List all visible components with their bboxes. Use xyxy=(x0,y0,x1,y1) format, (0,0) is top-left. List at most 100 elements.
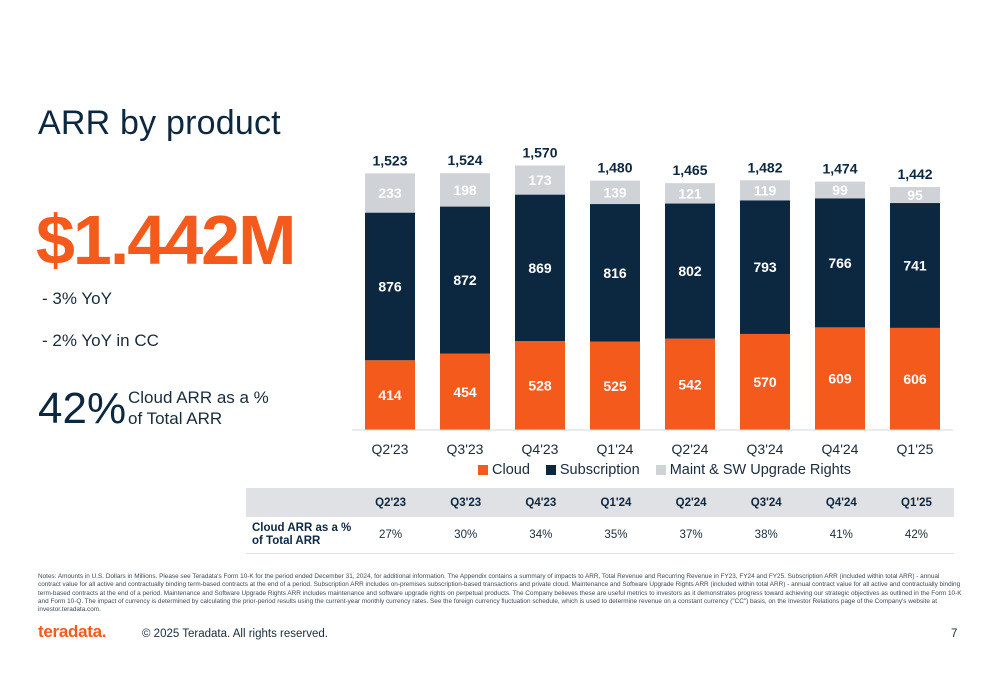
legend-swatch-subscription xyxy=(545,465,556,475)
yoy-bullet: - 3% YoY xyxy=(42,289,112,308)
legend-item-cloud: Cloud xyxy=(478,462,530,478)
bar-segment-maint xyxy=(665,183,715,204)
x-tick-label: Q2'23 xyxy=(372,441,409,457)
legend-swatch-cloud xyxy=(478,465,488,475)
bar-segment-cloud xyxy=(890,327,940,430)
data-label-subscription: 766 xyxy=(828,255,852,271)
copyright-text: © 2025 Teradata. All rights reserved. xyxy=(142,628,328,640)
bar-segment-maint xyxy=(890,187,940,204)
table-header-cell: Q1'24 xyxy=(578,488,654,517)
table-cell: 38% xyxy=(728,517,804,554)
yoy-cc-bullet: - 2% YoY in CC xyxy=(42,331,159,350)
page-number: 7 xyxy=(951,628,958,640)
page-title: ARR by product xyxy=(38,104,281,142)
bar-segment-cloud xyxy=(440,353,490,430)
data-label-cloud: 609 xyxy=(828,371,852,387)
cloud-pct-label-line2: of Total ARR xyxy=(128,409,223,428)
data-label-maint: 119 xyxy=(754,182,777,198)
chart-legend: Cloud Subscription Maint & SW Upgrade Ri… xyxy=(478,462,851,478)
table-cell: 41% xyxy=(803,517,879,554)
bar-segment-subscription xyxy=(740,200,790,334)
bar-segment-subscription xyxy=(365,212,415,361)
table-header-cell: Q4'23 xyxy=(503,488,579,517)
data-label-subscription: 793 xyxy=(753,259,777,275)
legend-label-cloud: Cloud xyxy=(492,462,530,478)
bar-segment-subscription xyxy=(665,203,715,339)
total-label: 1,465 xyxy=(672,162,707,178)
data-label-subscription: 802 xyxy=(678,263,702,279)
data-label-cloud: 525 xyxy=(603,378,627,394)
data-label-subscription: 872 xyxy=(453,272,477,288)
bar-segment-cloud xyxy=(365,360,415,430)
table-cell: 34% xyxy=(503,517,579,554)
table-cell: 27% xyxy=(353,517,429,554)
data-label-maint: 198 xyxy=(453,182,477,198)
total-label: 1,474 xyxy=(822,161,857,177)
bar-segment-subscription xyxy=(440,206,490,354)
data-label-maint: 233 xyxy=(378,185,402,201)
x-tick-label: Q4'23 xyxy=(522,441,559,457)
total-label: 1,482 xyxy=(747,159,782,175)
bar-segment-cloud xyxy=(740,333,790,430)
data-label-cloud: 414 xyxy=(378,387,402,403)
data-label-subscription: 876 xyxy=(378,278,402,294)
data-label-maint: 121 xyxy=(678,185,702,201)
table-header-cell: Q3'23 xyxy=(428,488,504,517)
table-header-blank xyxy=(246,488,353,517)
cloud-pct-label: Cloud ARR as a % of Total ARR xyxy=(128,387,269,429)
legend-item-subscription: Subscription xyxy=(545,462,640,478)
table-row-label: Cloud ARR as a % of Total ARR xyxy=(246,517,353,554)
table-header-cell: Q2'24 xyxy=(653,488,729,517)
bar-segment-cloud xyxy=(590,341,640,430)
total-label: 1,480 xyxy=(597,160,632,176)
table-row-label-line2: of Total ARR xyxy=(252,535,321,547)
data-label-cloud: 542 xyxy=(678,376,702,392)
table-cell: 37% xyxy=(653,517,729,554)
bar-segment-subscription xyxy=(890,203,940,328)
x-tick-label: Q1'24 xyxy=(597,441,634,457)
x-tick-label: Q3'24 xyxy=(747,441,784,457)
bar-segment-cloud xyxy=(515,341,565,430)
total-label: 1,523 xyxy=(372,152,407,168)
x-tick-label: Q1'25 xyxy=(897,441,934,457)
bar-segment-subscription xyxy=(515,194,565,342)
total-label: 1,570 xyxy=(522,144,557,160)
table-header-cell: Q2'23 xyxy=(353,488,429,517)
bar-segment-maint xyxy=(740,180,790,201)
table-row-label-line1: Cloud ARR as a % xyxy=(252,522,352,534)
table-cell: 42% xyxy=(878,517,954,554)
cloud-pct-table: Q2'23 Q3'23 Q4'23 Q1'24 Q2'24 Q3'24 Q4'2… xyxy=(246,488,954,554)
cloud-pct-value: 42% xyxy=(38,384,127,433)
table-header-cell: Q3'24 xyxy=(728,488,804,517)
table-row: Cloud ARR as a % of Total ARR 27% 30% 34… xyxy=(246,517,954,554)
legend-swatch-maint xyxy=(655,465,666,475)
legend-item-maint: Maint & SW Upgrade Rights xyxy=(655,462,851,478)
bar-segment-subscription xyxy=(590,204,640,342)
data-label-cloud: 570 xyxy=(753,374,777,390)
bar-segment-cloud xyxy=(815,327,865,430)
x-tick-label: Q3'23 xyxy=(447,441,484,457)
bar-segment-maint xyxy=(440,173,490,207)
table-cell: 30% xyxy=(428,517,504,554)
table-header-cell: Q1'25 xyxy=(878,488,954,517)
bar-segment-subscription xyxy=(815,198,865,328)
total-label: 1,442 xyxy=(897,166,932,182)
bar-segment-maint xyxy=(590,180,640,205)
bar-segment-maint xyxy=(365,173,415,213)
table-header-cell: Q4'24 xyxy=(803,488,879,517)
x-tick-label: Q4'24 xyxy=(822,441,859,457)
data-label-subscription: 741 xyxy=(903,257,927,273)
data-label-maint: 99 xyxy=(832,182,848,198)
data-label-cloud: 454 xyxy=(453,384,477,400)
data-label-maint: 95 xyxy=(907,187,923,203)
cloud-pct-label-line1: Cloud ARR as a % xyxy=(128,388,269,407)
bar-segment-cloud xyxy=(665,338,715,430)
data-label-cloud: 606 xyxy=(903,371,927,387)
total-label: 1,524 xyxy=(447,152,482,168)
data-label-subscription: 816 xyxy=(603,265,627,281)
data-label-maint: 173 xyxy=(528,172,552,188)
x-tick-label: Q2'24 xyxy=(672,441,709,457)
bar-segment-maint xyxy=(815,181,865,199)
data-label-maint: 139 xyxy=(603,184,627,200)
